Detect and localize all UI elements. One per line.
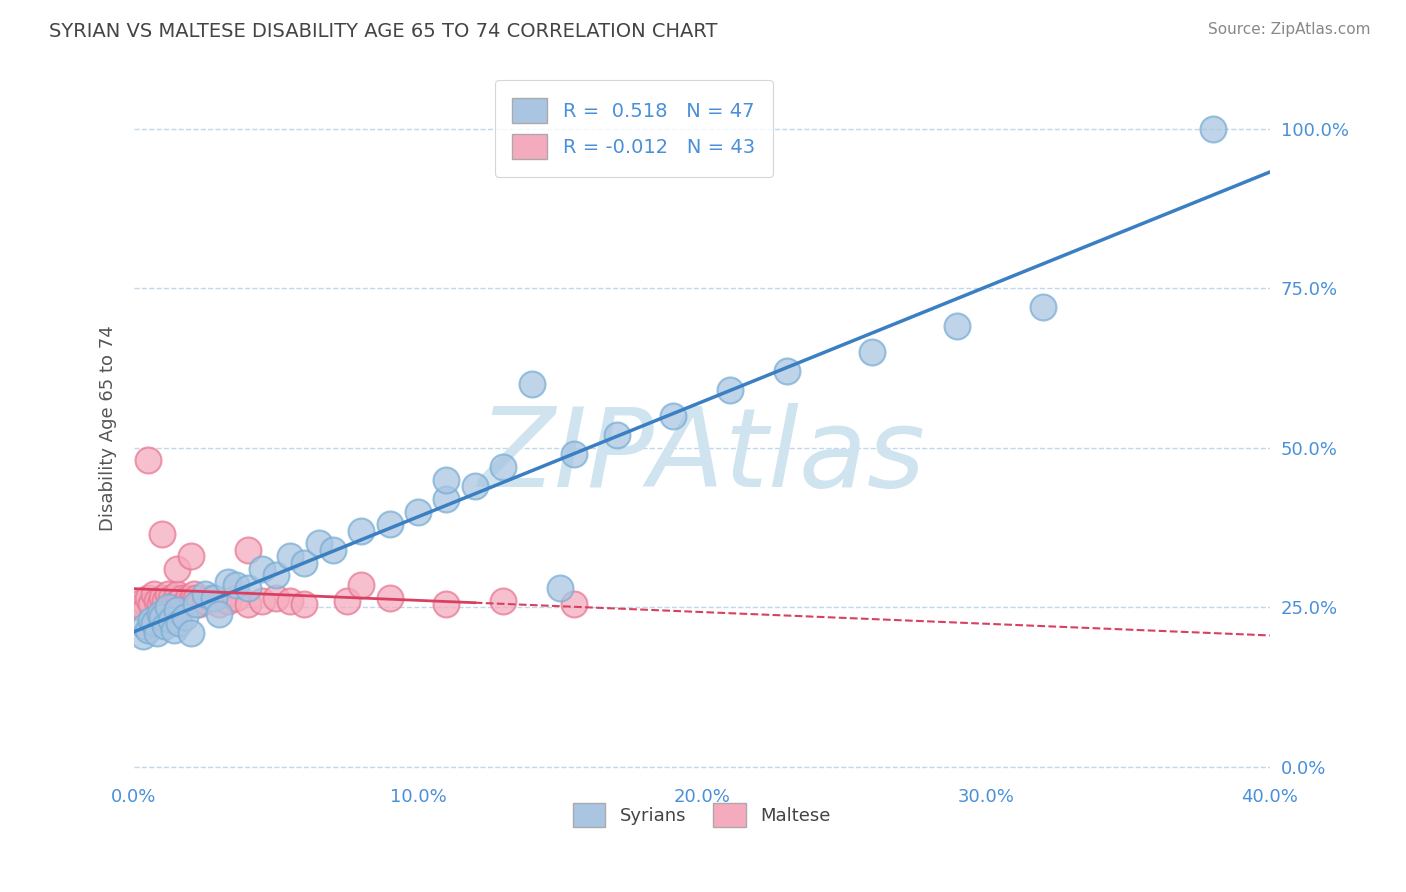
Point — [378, 517, 401, 532]
Point — [236, 597, 259, 611]
Point — [194, 587, 217, 601]
Point — [776, 364, 799, 378]
Point — [142, 587, 165, 601]
Point — [145, 625, 167, 640]
Point — [322, 542, 344, 557]
Point — [562, 597, 585, 611]
Point — [152, 591, 174, 605]
Point — [562, 447, 585, 461]
Point — [160, 613, 183, 627]
Point — [134, 619, 156, 633]
Point — [434, 491, 457, 506]
Text: ZIPAtlas: ZIPAtlas — [478, 403, 925, 510]
Point — [606, 428, 628, 442]
Point — [292, 556, 315, 570]
Point — [152, 610, 174, 624]
Point — [131, 594, 153, 608]
Point — [188, 597, 211, 611]
Point — [136, 623, 159, 637]
Point — [177, 591, 200, 605]
Point — [946, 319, 969, 334]
Point — [434, 597, 457, 611]
Point — [131, 629, 153, 643]
Point — [492, 459, 515, 474]
Legend: Syrians, Maltese: Syrians, Maltese — [565, 797, 838, 834]
Point — [163, 597, 186, 611]
Point — [155, 594, 177, 608]
Point — [1202, 121, 1225, 136]
Point — [217, 574, 239, 589]
Point — [434, 473, 457, 487]
Point — [1032, 300, 1054, 314]
Point — [134, 603, 156, 617]
Point — [264, 591, 287, 605]
Point — [136, 453, 159, 467]
Point — [180, 549, 202, 564]
Point — [163, 623, 186, 637]
Point — [308, 536, 330, 550]
Point — [186, 597, 208, 611]
Point — [236, 542, 259, 557]
Point — [278, 549, 301, 564]
Point — [250, 562, 273, 576]
Point — [278, 594, 301, 608]
Point — [250, 594, 273, 608]
Point — [166, 587, 188, 601]
Point — [142, 616, 165, 631]
Point — [174, 597, 197, 611]
Point — [718, 383, 741, 397]
Point — [183, 587, 205, 601]
Point — [180, 625, 202, 640]
Point — [464, 479, 486, 493]
Text: Source: ZipAtlas.com: Source: ZipAtlas.com — [1208, 22, 1371, 37]
Text: SYRIAN VS MALTESE DISABILITY AGE 65 TO 74 CORRELATION CHART: SYRIAN VS MALTESE DISABILITY AGE 65 TO 7… — [49, 22, 717, 41]
Point — [169, 594, 191, 608]
Point — [166, 562, 188, 576]
Point — [225, 591, 247, 605]
Point — [166, 603, 188, 617]
Point — [180, 594, 202, 608]
Point — [378, 591, 401, 605]
Point — [155, 619, 177, 633]
Point — [157, 600, 180, 615]
Point — [520, 376, 543, 391]
Point — [350, 578, 373, 592]
Point — [174, 610, 197, 624]
Point — [202, 591, 225, 605]
Point — [548, 581, 571, 595]
Point — [200, 591, 222, 605]
Point — [194, 594, 217, 608]
Point — [406, 504, 429, 518]
Point — [139, 613, 162, 627]
Point — [236, 581, 259, 595]
Point — [492, 594, 515, 608]
Point — [152, 526, 174, 541]
Point — [225, 578, 247, 592]
Point — [292, 597, 315, 611]
Point — [169, 616, 191, 631]
Point — [128, 600, 150, 615]
Point — [148, 607, 170, 621]
Point — [217, 594, 239, 608]
Point — [160, 591, 183, 605]
Point — [186, 591, 208, 605]
Point — [336, 594, 359, 608]
Point — [662, 409, 685, 423]
Point — [139, 597, 162, 611]
Point — [208, 607, 231, 621]
Point — [148, 597, 170, 611]
Point — [145, 594, 167, 608]
Point — [136, 591, 159, 605]
Point — [157, 587, 180, 601]
Point — [208, 597, 231, 611]
Point — [172, 591, 194, 605]
Point — [860, 345, 883, 359]
Point — [350, 524, 373, 538]
Point — [264, 568, 287, 582]
Y-axis label: Disability Age 65 to 74: Disability Age 65 to 74 — [100, 326, 117, 532]
